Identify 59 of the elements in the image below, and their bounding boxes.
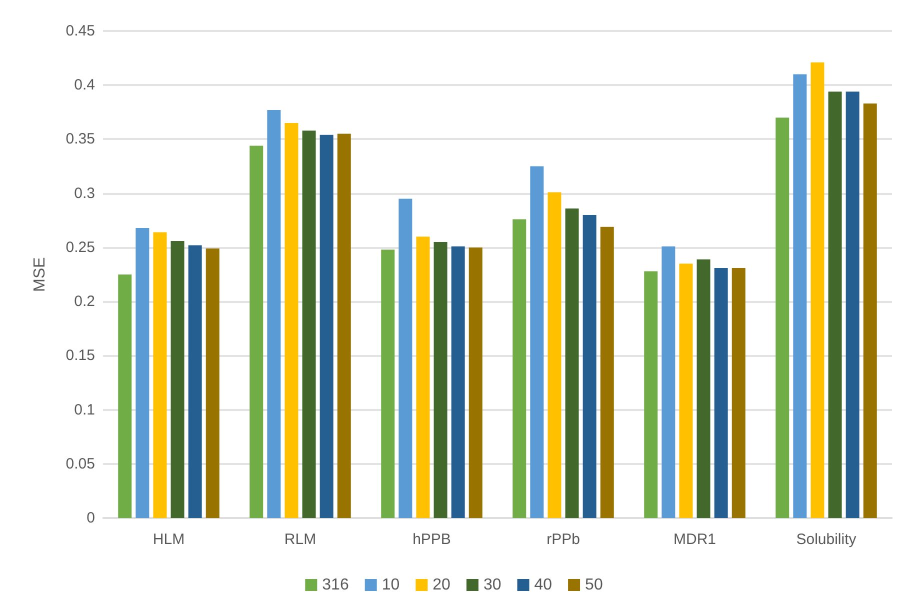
bar — [679, 264, 693, 518]
bar — [662, 246, 676, 518]
x-tick-label: MDR1 — [673, 531, 716, 548]
bar — [170, 240, 184, 518]
bar — [250, 146, 264, 518]
y-tick-label: 0.1 — [74, 401, 95, 418]
bar — [776, 118, 790, 518]
x-tick-label: HLM — [152, 531, 185, 548]
y-tick-label: 0.35 — [66, 130, 95, 148]
bar — [512, 219, 526, 518]
bar — [548, 192, 562, 518]
bar — [530, 166, 544, 518]
bar — [565, 208, 579, 518]
y-tick-label: 0.15 — [66, 347, 95, 364]
bar — [398, 198, 412, 518]
bar — [206, 248, 220, 518]
bar — [320, 134, 334, 518]
y-tick-label: 0.3 — [74, 184, 95, 202]
bar — [302, 130, 316, 518]
bar — [810, 62, 824, 518]
bar — [153, 232, 167, 518]
bar — [828, 92, 842, 518]
x-tick-label: RLM — [284, 531, 316, 548]
x-tick-label: hPPB — [412, 531, 451, 548]
bar — [284, 122, 298, 518]
bar — [416, 236, 430, 518]
bar — [714, 268, 728, 518]
bar — [600, 226, 614, 518]
y-tick-label: 0.2 — [74, 293, 95, 310]
x-tick-label: Solubility — [796, 531, 857, 548]
bar — [136, 228, 150, 518]
bar — [188, 245, 202, 518]
bar — [793, 74, 807, 518]
bar — [863, 104, 877, 518]
bar — [732, 268, 746, 518]
bar — [451, 246, 465, 518]
x-tick-label: rPPb — [546, 531, 580, 548]
legend-label: 50 — [585, 576, 603, 594]
y-axis-title: MSE — [32, 257, 48, 292]
bar — [582, 214, 596, 518]
y-tick-label: 0.4 — [74, 76, 95, 94]
legend-label: 316 — [322, 576, 349, 594]
y-tick-label: 0.25 — [66, 238, 95, 256]
bar — [337, 134, 351, 518]
y-tick-label: 0.45 — [66, 22, 95, 40]
y-tick-label: 0.05 — [66, 455, 95, 472]
y-tick-label: 0 — [86, 510, 95, 526]
bar — [381, 250, 395, 518]
legend-label: 10 — [382, 576, 400, 594]
legend-label: 30 — [483, 576, 502, 594]
legend-label: 20 — [432, 576, 451, 594]
bar — [846, 92, 860, 518]
bar — [118, 274, 132, 518]
legend-label: 40 — [534, 576, 552, 594]
bar — [644, 271, 658, 518]
bar — [468, 247, 482, 518]
bar — [267, 110, 281, 518]
bar — [434, 242, 448, 518]
bar — [696, 259, 710, 518]
